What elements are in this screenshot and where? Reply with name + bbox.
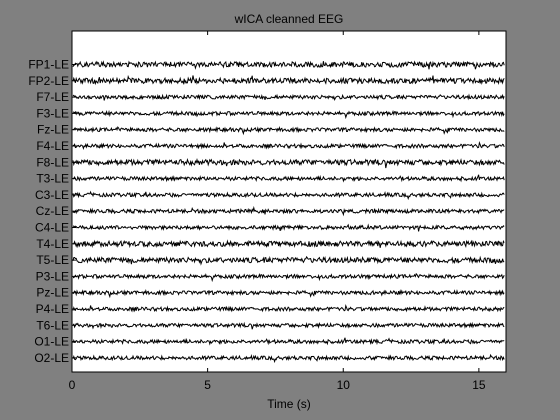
channel-labels: FP1-LE FP2-LE F7-LE F3-LE Fz-LE F4-LE F8-LE T3-…	[28, 58, 69, 365]
eeg-trace	[72, 60, 505, 70]
channel-label: C3-LE	[35, 188, 69, 202]
eeg-trace	[72, 190, 505, 201]
plot-area	[71, 30, 507, 373]
channel-label: Cz-LE	[36, 204, 69, 218]
x-tick-label: 0	[69, 378, 76, 392]
eeg-trace	[72, 126, 505, 136]
channel-label: Pz-LE	[36, 286, 69, 300]
x-axis-ticks: 0 5 10 15	[69, 31, 486, 392]
eeg-trace	[72, 174, 505, 183]
eeg-traces	[72, 60, 505, 364]
x-tick-label: 5	[204, 378, 211, 392]
channel-label: F3-LE	[36, 106, 69, 120]
channel-label: C4-LE	[35, 221, 69, 235]
channel-label: P4-LE	[36, 302, 69, 316]
channel-label: Fz-LE	[37, 123, 69, 137]
eeg-trace	[72, 223, 505, 232]
channel-label: O2-LE	[34, 351, 69, 365]
eeg-trace	[72, 289, 505, 299]
eeg-trace	[72, 304, 505, 313]
x-axis-label: Time (s)	[267, 397, 311, 411]
x-tick-label: 15	[472, 378, 486, 392]
eeg-trace	[72, 74, 505, 86]
eeg-trace	[72, 272, 505, 283]
x-tick-label: 10	[337, 378, 351, 392]
channel-label: F7-LE	[36, 90, 69, 104]
eeg-trace	[72, 93, 505, 102]
channel-label: FP1-LE	[28, 58, 69, 72]
eeg-trace	[72, 321, 505, 330]
channel-label: F8-LE	[36, 155, 69, 169]
channel-label: F4-LE	[36, 139, 69, 153]
eeg-trace	[72, 205, 505, 217]
channel-label: T5-LE	[36, 253, 69, 267]
channel-label: P3-LE	[36, 269, 69, 283]
channel-label: T6-LE	[36, 318, 69, 332]
eeg-trace	[72, 141, 505, 150]
eeg-trace	[72, 337, 505, 346]
eeg-trace	[72, 353, 505, 364]
chart-title: wICA cleanned EEG	[234, 12, 344, 26]
channel-label: T3-LE	[36, 172, 69, 186]
eeg-trace	[72, 157, 505, 169]
channel-label: O1-LE	[34, 335, 69, 349]
eeg-trace	[72, 239, 505, 249]
channel-label: T4-LE	[36, 237, 69, 251]
channel-label: FP2-LE	[28, 74, 69, 88]
eeg-trace	[72, 109, 505, 120]
eeg-trace	[72, 255, 505, 266]
